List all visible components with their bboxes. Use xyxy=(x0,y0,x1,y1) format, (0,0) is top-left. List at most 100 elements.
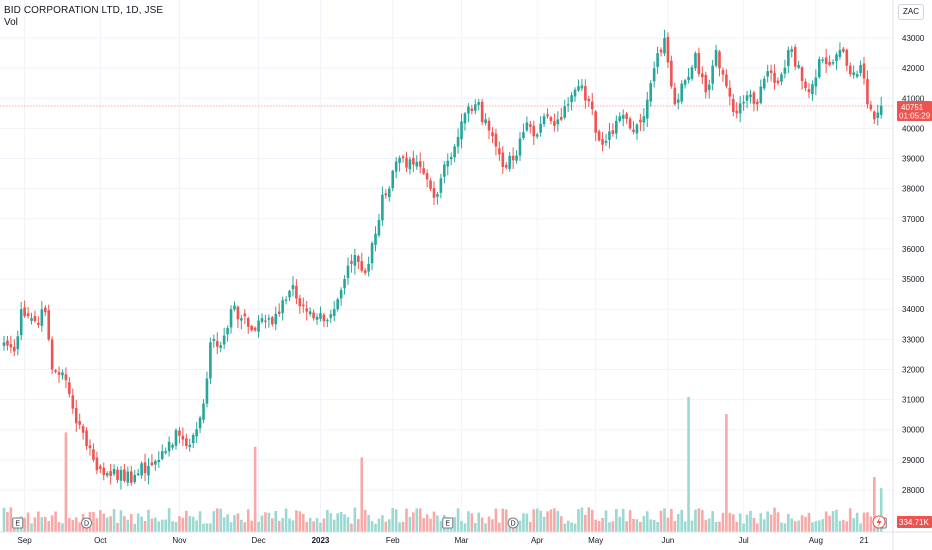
volume-bar xyxy=(470,513,474,532)
candle-body xyxy=(257,320,260,332)
candle-body xyxy=(119,470,123,481)
candle-body xyxy=(597,131,601,141)
candle-body xyxy=(570,95,573,103)
candle-body xyxy=(814,77,818,87)
time-tick-label: 2023 xyxy=(312,536,330,545)
volume-bar xyxy=(174,522,178,532)
volume-bar xyxy=(326,509,329,532)
volume-legend[interactable]: Vol xyxy=(4,17,18,28)
price-tick-label: 29000 xyxy=(902,456,925,465)
volume-bar xyxy=(704,520,708,532)
currency-button[interactable]: ZAC xyxy=(898,4,924,20)
candle-body xyxy=(824,57,828,65)
candle-body xyxy=(353,254,357,266)
candle-body xyxy=(728,87,732,97)
candle-body xyxy=(394,161,398,172)
volume-bar xyxy=(749,510,752,532)
candle-body xyxy=(446,160,450,167)
candle-body xyxy=(312,312,315,319)
volume-bar xyxy=(522,513,525,532)
candle-body xyxy=(336,299,339,310)
candle-body xyxy=(71,395,75,409)
candle-body xyxy=(584,86,587,101)
candle-body xyxy=(504,164,508,168)
candle-body xyxy=(332,309,336,316)
candle-body xyxy=(842,48,845,52)
volume-bar xyxy=(432,511,436,532)
candle-body xyxy=(621,115,625,119)
lightning-glyph xyxy=(876,517,882,527)
volume-bar xyxy=(542,516,546,532)
symbol-title[interactable]: BID CORPORATION LTD, 1D, JSE xyxy=(4,5,164,16)
volume-bar xyxy=(800,515,804,532)
volume-bar xyxy=(869,516,873,532)
volume-bar xyxy=(563,523,567,532)
volume-bar xyxy=(663,508,666,532)
candle-body xyxy=(721,70,725,75)
volume-bar xyxy=(666,517,670,532)
time-tick-label: Mar xyxy=(455,536,469,545)
candle-body xyxy=(195,429,198,437)
candle-body xyxy=(102,467,106,475)
volume-bar xyxy=(68,518,71,532)
volume-bar xyxy=(838,520,842,532)
candle-body xyxy=(343,279,346,289)
candle-body xyxy=(649,83,653,102)
dividend-marker[interactable] xyxy=(507,517,519,529)
candle-body xyxy=(271,317,274,325)
candle-body xyxy=(756,101,759,105)
candle-body xyxy=(845,49,849,66)
candle-body xyxy=(697,52,701,74)
candle-body xyxy=(670,60,673,87)
price-axis[interactable]: 28000 29000 30000 31000 32000 33000 34000 35000… xyxy=(902,34,925,495)
candle-body xyxy=(711,65,714,84)
volume-bar xyxy=(587,507,591,532)
candle-body xyxy=(725,74,728,87)
candle-body xyxy=(253,327,257,331)
candle-body xyxy=(329,314,333,318)
candle-body xyxy=(848,65,852,75)
candle-body xyxy=(40,309,44,326)
volume-bar xyxy=(291,520,295,532)
volume-bar xyxy=(64,432,68,532)
candle-body xyxy=(64,374,68,381)
volume-bar xyxy=(71,519,75,532)
candle-body xyxy=(821,59,825,61)
candle-body xyxy=(518,138,522,156)
candle-body xyxy=(704,74,708,93)
volume-bar xyxy=(191,516,195,532)
volume-bar xyxy=(811,522,814,532)
event-marker-label: E xyxy=(15,521,20,528)
volume-bar xyxy=(147,509,150,532)
volume-bar xyxy=(143,520,147,532)
volume-bar xyxy=(773,507,776,532)
earnings-marker[interactable] xyxy=(442,517,454,529)
candle-body xyxy=(326,319,329,322)
candle-body xyxy=(639,119,642,123)
candle-body xyxy=(19,309,23,336)
volume-bar xyxy=(398,522,401,532)
candle-body xyxy=(766,71,769,77)
volume-bar xyxy=(267,512,271,532)
candle-body xyxy=(291,285,295,290)
candle-body xyxy=(308,311,312,315)
earnings-marker[interactable] xyxy=(12,517,24,529)
volume-bar xyxy=(281,518,284,532)
volume-bar xyxy=(828,515,831,532)
candle-body xyxy=(642,116,646,123)
volume-bar xyxy=(473,522,477,532)
time-tick-label: May xyxy=(588,536,603,545)
volume-bar xyxy=(649,519,653,532)
candle-body xyxy=(625,113,628,120)
price-tick-label: 31000 xyxy=(902,396,925,405)
time-axis[interactable]: Sep Oct Nov Dec 2023 Feb Mar Apr May Jun Jul Aug 21 xyxy=(18,536,869,545)
volume-bar xyxy=(676,514,680,532)
grid xyxy=(0,0,893,532)
dividend-marker[interactable] xyxy=(81,517,93,529)
candle-body xyxy=(718,51,721,69)
volume-bar xyxy=(105,517,109,532)
candle-body xyxy=(604,140,608,143)
candle-body xyxy=(673,87,677,105)
